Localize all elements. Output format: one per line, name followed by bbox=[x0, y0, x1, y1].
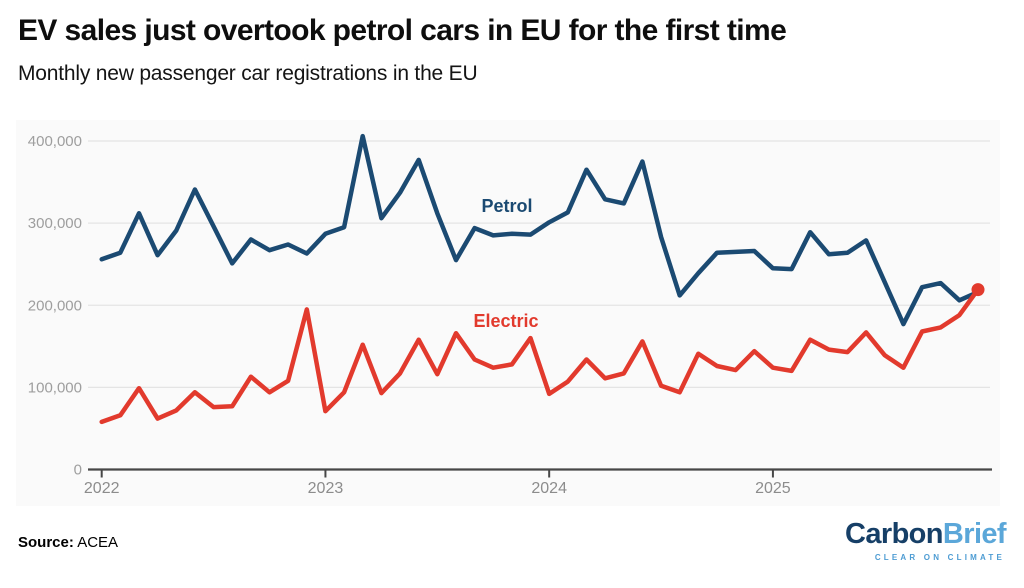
x-axis-label: 2025 bbox=[755, 480, 791, 497]
electric-line bbox=[99, 287, 981, 425]
logo-wordmark: CarbonBrief bbox=[845, 518, 1007, 551]
source-note: Source: ACEA bbox=[18, 534, 118, 551]
series-label-petrol: Petrol bbox=[481, 196, 532, 216]
logo-brief: Brief bbox=[942, 518, 1007, 550]
petrol-line bbox=[99, 133, 981, 327]
y-axis-label: 100,000 bbox=[28, 379, 82, 396]
chart-subtitle: Monthly new passenger car registrations … bbox=[18, 62, 478, 85]
y-axis-label: 200,000 bbox=[28, 297, 82, 314]
latest-point-marker bbox=[971, 283, 985, 297]
logo-carbon: Carbon bbox=[845, 518, 944, 550]
source-label: Source: bbox=[18, 534, 74, 551]
line-chart: 0 100,000 200,000 300,000 400,000 2022 2023 202… bbox=[28, 133, 992, 497]
source-value: ACEA bbox=[77, 534, 119, 551]
x-axis-label: 2023 bbox=[308, 480, 344, 497]
series-label-electric: Electric bbox=[473, 311, 538, 331]
chart-panel: 0 100,000 200,000 300,000 400,000 2022 2023 202… bbox=[16, 120, 1000, 506]
x-axis-label: 2022 bbox=[84, 480, 120, 497]
y-axis-label: 400,000 bbox=[28, 133, 82, 150]
chart-title: EV sales just overtook petrol cars in EU… bbox=[18, 14, 787, 47]
y-axis-label: 300,000 bbox=[28, 215, 82, 232]
logo-tagline: CLEAR ON CLIMATE bbox=[874, 552, 1005, 562]
carbonbrief-logo: CarbonBrief CLEAR ON CLIMATE bbox=[845, 518, 1007, 562]
x-axis-label: 2024 bbox=[531, 480, 567, 497]
y-axis-label: 0 bbox=[74, 462, 82, 479]
